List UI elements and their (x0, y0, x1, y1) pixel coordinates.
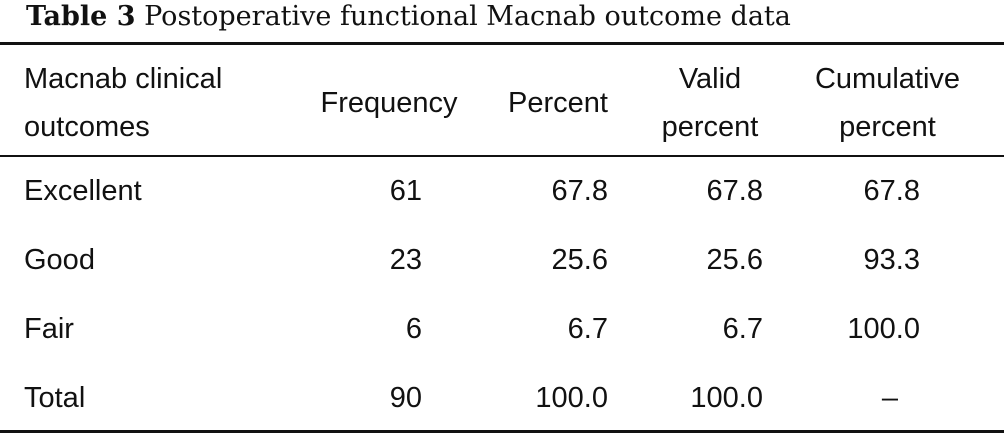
row-percent: 100.0 (535, 382, 608, 414)
header-cumulative-percent-line-2: percent (839, 111, 936, 143)
row-frequency: 90 (389, 382, 422, 414)
row-outcome: Good (24, 244, 95, 276)
row-frequency: 61 (389, 175, 422, 207)
bottom-rule (0, 430, 1004, 433)
table-number: Table 3 (26, 1, 136, 32)
row-outcome: Excellent (24, 175, 142, 207)
row-cumulative-percent: 67.8 (863, 175, 920, 207)
row-valid-percent: 100.0 (690, 382, 763, 414)
row-percent: 25.6 (551, 244, 608, 276)
header-rule (0, 155, 1004, 157)
table-caption: Table 3 Postoperative functional Macnab … (26, 0, 791, 34)
header-outcome-line-1: Macnab clinical (24, 63, 223, 95)
row-valid-percent: 25.6 (706, 244, 763, 276)
header-valid-percent-line-1: Valid (678, 63, 742, 95)
header-outcome-line-2: outcomes (24, 111, 150, 143)
header-valid-percent-line-2: percent (661, 111, 759, 143)
row-frequency: 6 (405, 313, 422, 345)
row-outcome: Fair (24, 313, 74, 345)
row-valid-percent: 6.7 (722, 313, 763, 345)
row-percent: 6.7 (567, 313, 608, 345)
table-title: Postoperative functional Macnab outcome … (144, 1, 791, 32)
row-percent: 67.8 (551, 175, 608, 207)
row-valid-percent: 67.8 (706, 175, 763, 207)
row-cumulative-percent: 100.0 (847, 313, 920, 345)
row-cumulative-percent: – (881, 382, 899, 414)
top-rule (0, 42, 1004, 45)
header-percent: Percent (508, 87, 608, 119)
row-cumulative-percent: 93.3 (863, 244, 920, 276)
header-valid-percent: Valid percent (640, 55, 780, 151)
header-outcome: Macnab clinical outcomes (24, 55, 294, 151)
row-frequency: 23 (389, 244, 422, 276)
header-cumulative-percent: Cumulative percent (795, 55, 980, 151)
row-outcome: Total (24, 382, 86, 414)
header-cumulative-percent-line-1: Cumulative (814, 63, 961, 95)
header-frequency: Frequency (320, 87, 458, 119)
